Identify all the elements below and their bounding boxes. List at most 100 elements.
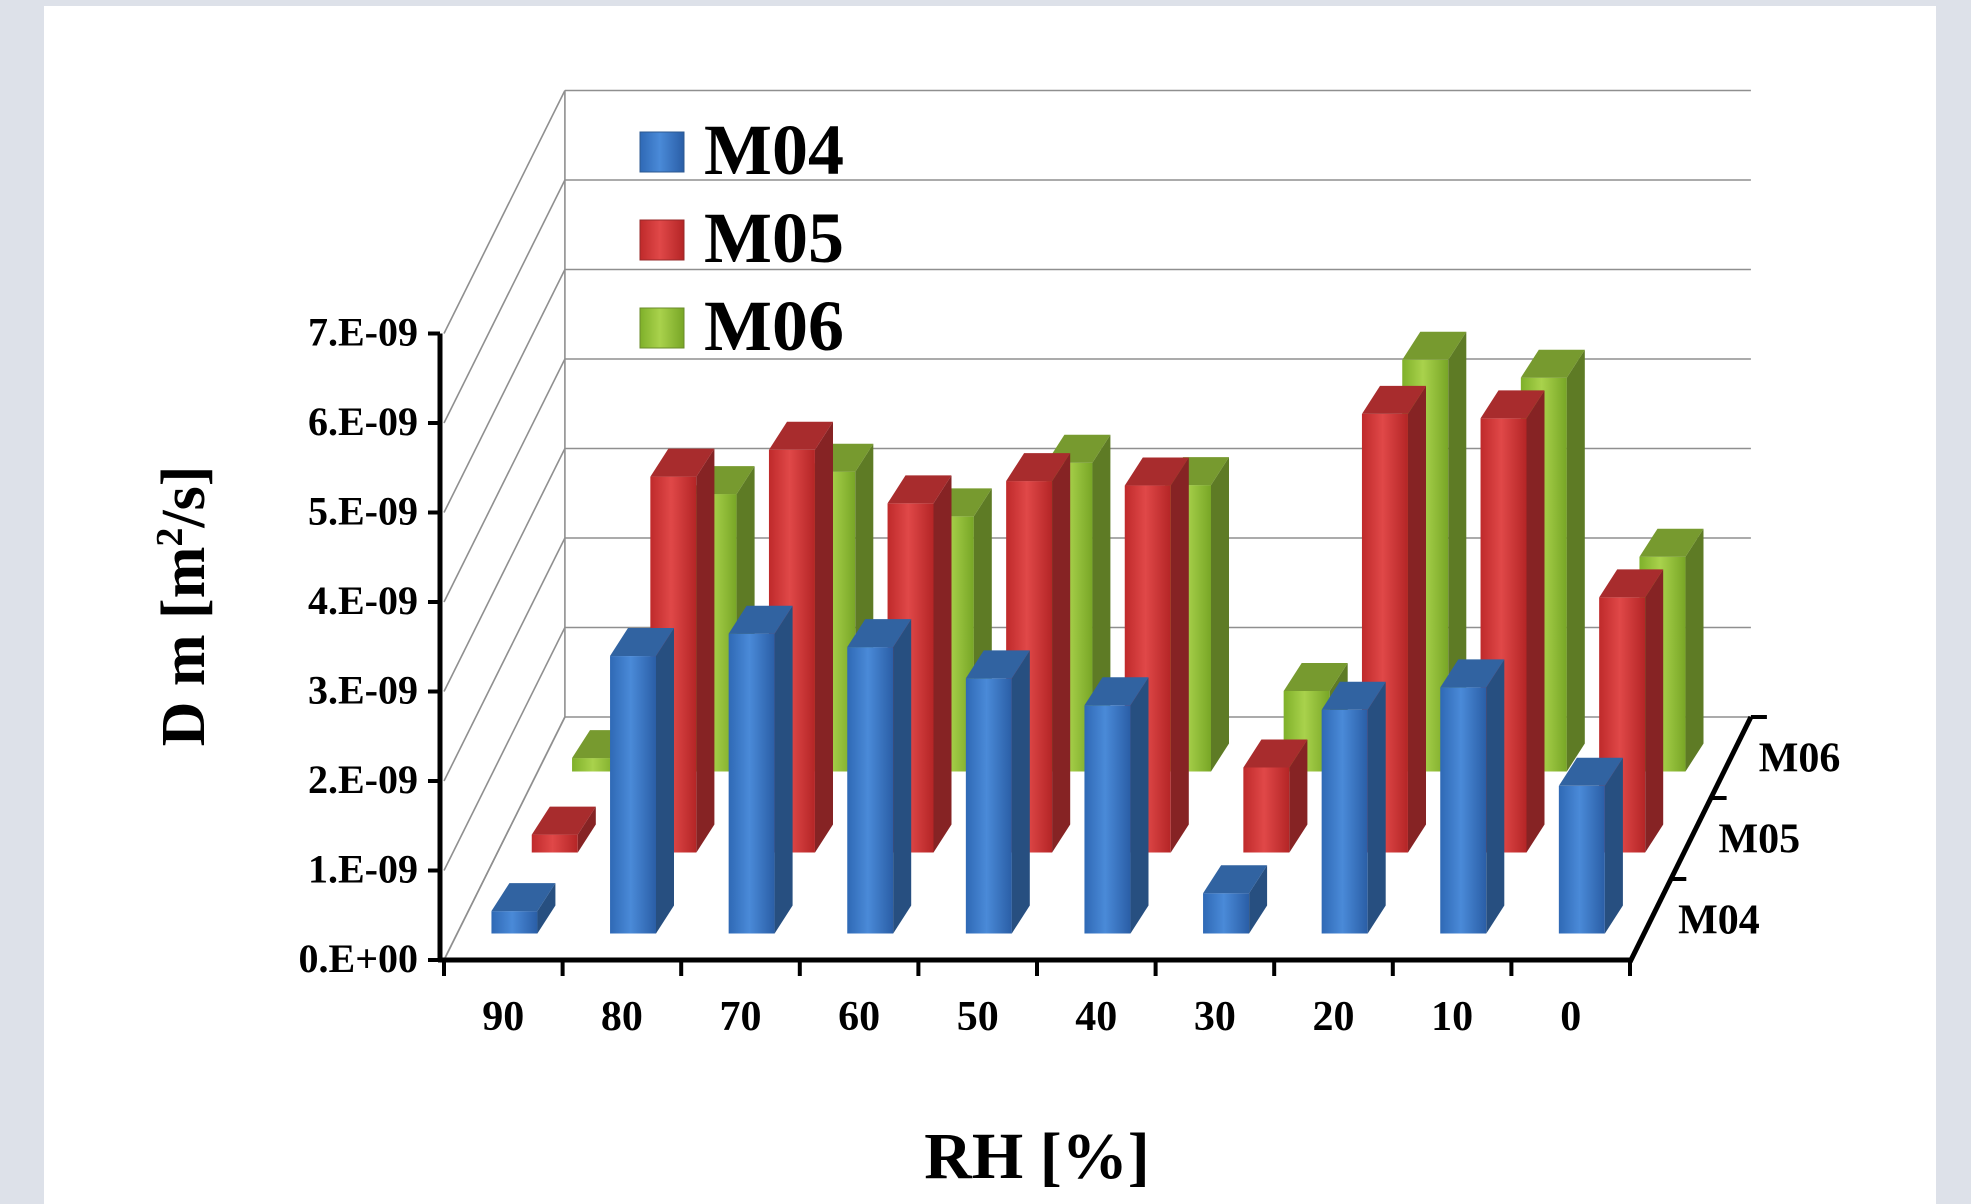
bar-side-face: [1289, 739, 1308, 853]
bar-top-face: [1203, 865, 1268, 894]
legend-label: M06: [704, 286, 844, 366]
bar-M04-60[interactable]: [847, 619, 912, 934]
bar-M04-30[interactable]: [1203, 865, 1268, 934]
bar-front-face: [1203, 893, 1250, 934]
bar-top-face: [1243, 739, 1308, 768]
bar-top-face: [1321, 681, 1386, 710]
bar-top-face: [610, 628, 674, 656]
x-tick-label: 0: [1560, 994, 1581, 1040]
bar-side-face: [1367, 681, 1386, 934]
bar-M04-10[interactable]: [1440, 659, 1505, 934]
bar-M04-50[interactable]: [965, 650, 1030, 934]
bar-front-face: [728, 633, 775, 934]
legend-item-M04[interactable]: M04: [639, 110, 844, 190]
bar-M04-20[interactable]: [1321, 681, 1386, 934]
bar-top-face: [1124, 457, 1189, 486]
x-tick-label: 10: [1431, 994, 1473, 1040]
bar-top-face: [491, 883, 556, 912]
gridline-side: [443, 358, 566, 603]
y-axis-title-sup: 2: [149, 528, 191, 547]
bar-top-face: [769, 421, 833, 450]
bar-front-face: [610, 656, 657, 934]
x-tick-label: 60: [838, 994, 880, 1040]
y-axis-title: D m [m2/s]: [149, 466, 218, 747]
gridline-side: [443, 627, 566, 871]
bar-side-face: [1604, 757, 1623, 934]
bar-side-face: [1408, 385, 1426, 853]
bar-top-face: [1558, 757, 1623, 786]
x-tick-label: 40: [1075, 994, 1117, 1040]
bar-front-face: [1243, 767, 1290, 853]
bar-front-face: [572, 758, 619, 772]
legend-item-M05[interactable]: M05: [639, 198, 844, 278]
bar-side-face: [1052, 453, 1071, 853]
bar-M04-80[interactable]: [610, 628, 674, 934]
gridline-side: [443, 537, 566, 782]
y-tick-label: 2.E-09: [308, 757, 418, 802]
bar-side-face: [893, 619, 912, 934]
y-tick-label: 1.E-09: [308, 847, 418, 892]
bar-top-face: [1639, 528, 1704, 557]
bar-top-face: [1402, 331, 1467, 360]
bar-top-face: [1480, 390, 1545, 419]
bar-M04-40[interactable]: [1084, 677, 1149, 934]
y-axis-title-tail: /s]: [150, 466, 218, 529]
x-tick-label: 90: [482, 994, 524, 1040]
bar-front-face: [965, 678, 1012, 934]
bar-side-face: [1011, 650, 1030, 934]
y-axis-title-main: D m [m: [150, 547, 218, 747]
bar-top-face: [1084, 677, 1149, 706]
bar-top-face: [728, 605, 793, 634]
bar-top-face: [847, 619, 912, 648]
bar-top-face: [1006, 453, 1071, 482]
bar-M04-70[interactable]: [728, 605, 793, 934]
bar-side-face: [933, 475, 952, 853]
bar-top-face: [650, 448, 715, 477]
bar-top-face: [887, 475, 952, 504]
depth-axis-line: [1627, 715, 1754, 964]
x-tick-label: 30: [1194, 994, 1236, 1040]
chart-panel: 0.E+00 1.E-09 2.E-09 3.E-09 4.E-09 5.E-09 6.E-…: [44, 6, 1936, 1204]
bar-side-face: [815, 421, 833, 853]
bar-top-face: [1599, 569, 1664, 598]
bar-M05-90[interactable]: [531, 806, 596, 853]
bar-top-face: [1362, 385, 1426, 414]
bar-front-face: [531, 834, 578, 853]
bar-top-face: [1520, 349, 1585, 378]
bar-front-face: [1084, 705, 1131, 934]
x-tick-label: 70: [720, 994, 762, 1040]
legend-swatch: [639, 131, 685, 173]
gridline-side: [443, 269, 566, 513]
bar-side-face: [1566, 349, 1585, 772]
bar-top-face: [531, 806, 596, 835]
bar-side-face: [1170, 457, 1189, 853]
y-tick-label: 3.E-09: [308, 668, 418, 713]
bar-side-face: [1211, 457, 1229, 772]
bar-front-face: [1558, 785, 1605, 934]
floor-left-edge: [443, 716, 566, 961]
legend-item-M06[interactable]: M06: [639, 286, 844, 366]
legend-swatch: [639, 219, 685, 261]
y-tick-label: 0.E+00: [299, 936, 418, 981]
gridline-side: [443, 179, 566, 424]
y-tick-label: 7.E-09: [308, 310, 418, 355]
chart-svg: 0.E+00 1.E-09 2.E-09 3.E-09 4.E-09 5.E-09 6.E-…: [149, 89, 1840, 1193]
depth-label-M05: M05: [1718, 817, 1800, 863]
bar-M04-90[interactable]: [491, 883, 556, 934]
y-tick-label: 5.E-09: [308, 489, 418, 534]
y-tick-label: 4.E-09: [308, 578, 418, 623]
bar-side-face: [1645, 569, 1664, 853]
gridline-side: [443, 90, 566, 334]
x-tick-label: 80: [601, 994, 643, 1040]
bar-side-face: [1685, 528, 1704, 772]
depth-label-M04: M04: [1678, 898, 1760, 944]
bar-side-face: [696, 448, 715, 853]
bar-top-face: [1283, 663, 1348, 691]
bar-front-face: [491, 911, 538, 934]
bar-top-face: [965, 650, 1030, 679]
bar-side-face: [577, 806, 596, 853]
bar-M04-0[interactable]: [1558, 757, 1623, 934]
bar-M05-30[interactable]: [1243, 739, 1308, 853]
bar-front-face: [1321, 709, 1368, 934]
legend-label: M04: [704, 110, 844, 190]
